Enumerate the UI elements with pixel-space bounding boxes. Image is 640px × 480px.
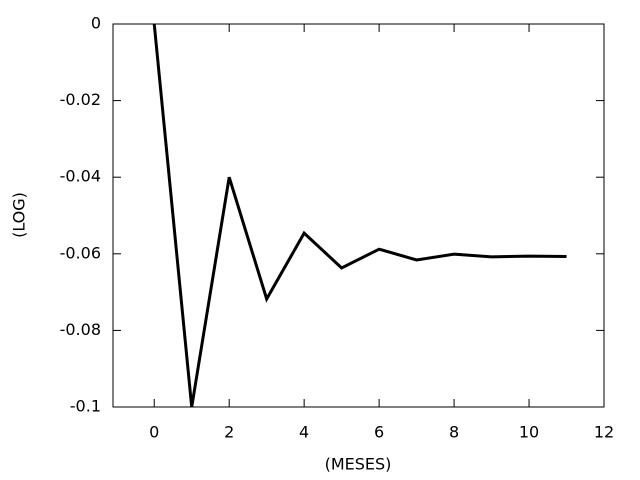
x-tick-label: 6 [374,423,384,442]
y-tick-label: -0.04 [60,167,101,186]
x-tick-label: 12 [594,423,614,442]
x-tick-label: 8 [449,423,459,442]
x-tick-label: 2 [224,423,234,442]
x-tick-label: 10 [519,423,539,442]
y-tick-label: -0.02 [60,90,101,109]
x-tick-label: 0 [149,423,159,442]
x-tick-label: 4 [299,423,309,442]
plot-frame [112,23,605,408]
y-axis-label: (LOG) [10,192,29,238]
x-axis-label: (MESES) [325,455,392,474]
y-tick-label: 0 [91,14,101,33]
y-tick-label: -0.06 [60,243,101,262]
data-line [152,23,567,408]
y-tick-label: -0.1 [70,397,101,416]
y-tick-label: -0.08 [60,320,101,339]
